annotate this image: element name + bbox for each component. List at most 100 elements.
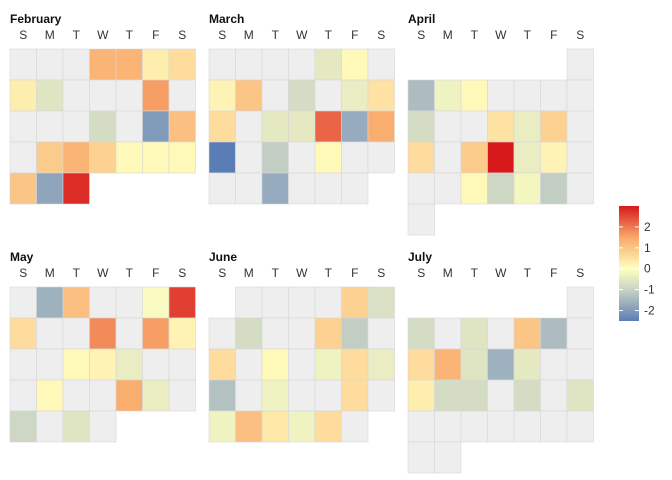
weekday-label: W xyxy=(296,28,308,42)
day-cell xyxy=(261,286,289,319)
weekday-label: T xyxy=(73,266,81,280)
day-cell xyxy=(566,110,594,143)
day-cell xyxy=(314,48,342,81)
day-cell xyxy=(407,317,435,350)
day-cell xyxy=(566,141,594,174)
weekday-label: S xyxy=(19,28,27,42)
day-cell xyxy=(407,348,435,381)
day-cell xyxy=(168,141,196,174)
weekday-label: T xyxy=(471,28,479,42)
weekday-label: F xyxy=(550,266,557,280)
day-cell xyxy=(115,379,143,412)
day-cell xyxy=(261,317,289,350)
day-cell xyxy=(89,110,117,143)
day-cell xyxy=(341,379,369,412)
weekday-label: W xyxy=(495,28,507,42)
day-cell xyxy=(89,286,117,319)
month-panel-february: February S M T W T F S xyxy=(9,12,196,205)
day-cell xyxy=(288,79,316,112)
day-cell xyxy=(235,172,263,205)
day-cell xyxy=(168,317,196,350)
day-cell xyxy=(142,141,170,174)
day-cell xyxy=(235,348,263,381)
weekday-label: T xyxy=(73,28,81,42)
day-cell xyxy=(487,110,515,143)
weekday-label: T xyxy=(471,266,479,280)
day-cell xyxy=(9,348,37,381)
day-cell xyxy=(62,141,90,174)
month-title: March xyxy=(209,12,244,26)
day-cell xyxy=(288,348,316,381)
weekday-label: S xyxy=(178,266,186,280)
day-cell xyxy=(36,286,64,319)
month-title: May xyxy=(10,250,34,264)
day-cell xyxy=(62,48,90,81)
day-cell xyxy=(513,317,541,350)
day-cell xyxy=(341,348,369,381)
legend-tick-label: 2 xyxy=(644,220,651,234)
day-cell xyxy=(9,410,37,443)
weekday-label: W xyxy=(97,266,109,280)
day-cell xyxy=(115,110,143,143)
day-cell xyxy=(407,379,435,412)
day-cell xyxy=(487,410,515,443)
day-cell xyxy=(36,110,64,143)
day-cell xyxy=(513,410,541,443)
day-cell xyxy=(341,410,369,443)
day-cell xyxy=(115,317,143,350)
day-cell xyxy=(367,141,395,174)
day-cell xyxy=(460,79,488,112)
day-cell xyxy=(341,141,369,174)
weekday-label: M xyxy=(45,28,55,42)
day-cell xyxy=(168,348,196,381)
day-cell xyxy=(261,379,289,412)
day-cell xyxy=(115,48,143,81)
day-cell xyxy=(434,317,462,350)
day-cell xyxy=(261,79,289,112)
weekday-label: S xyxy=(576,28,584,42)
weekday-label: F xyxy=(351,266,358,280)
day-cell xyxy=(168,110,196,143)
day-cell xyxy=(36,141,64,174)
day-cell xyxy=(62,172,90,205)
day-cell xyxy=(367,79,395,112)
day-cell xyxy=(540,141,568,174)
day-cell xyxy=(341,79,369,112)
day-cell xyxy=(487,141,515,174)
day-cell xyxy=(540,410,568,443)
weekday-label: M xyxy=(244,266,254,280)
day-cell xyxy=(89,141,117,174)
day-cell xyxy=(89,379,117,412)
day-cell xyxy=(9,48,37,81)
day-cell xyxy=(36,48,64,81)
day-cell xyxy=(261,410,289,443)
day-cell xyxy=(9,172,37,205)
day-cell xyxy=(62,410,90,443)
day-cell xyxy=(460,348,488,381)
day-cell xyxy=(434,441,462,474)
day-cell xyxy=(288,410,316,443)
month-panel-april: April S M T W T F S xyxy=(407,12,594,236)
day-cell xyxy=(341,110,369,143)
weekday-label: S xyxy=(377,266,385,280)
day-cell xyxy=(460,379,488,412)
weekday-label: S xyxy=(417,28,425,42)
weekday-label: S xyxy=(377,28,385,42)
day-cell xyxy=(142,317,170,350)
day-cell xyxy=(540,379,568,412)
day-cell xyxy=(487,172,515,205)
day-cell xyxy=(261,141,289,174)
day-cell xyxy=(89,48,117,81)
day-cell xyxy=(341,172,369,205)
day-cell xyxy=(235,48,263,81)
day-cell xyxy=(62,348,90,381)
legend-tick-label: 1 xyxy=(644,241,651,255)
day-cell xyxy=(208,379,236,412)
day-cell xyxy=(540,348,568,381)
day-cell xyxy=(566,286,594,319)
day-cell xyxy=(434,110,462,143)
day-cell xyxy=(208,79,236,112)
day-cell xyxy=(434,172,462,205)
day-cell xyxy=(235,286,263,319)
day-cell xyxy=(434,410,462,443)
